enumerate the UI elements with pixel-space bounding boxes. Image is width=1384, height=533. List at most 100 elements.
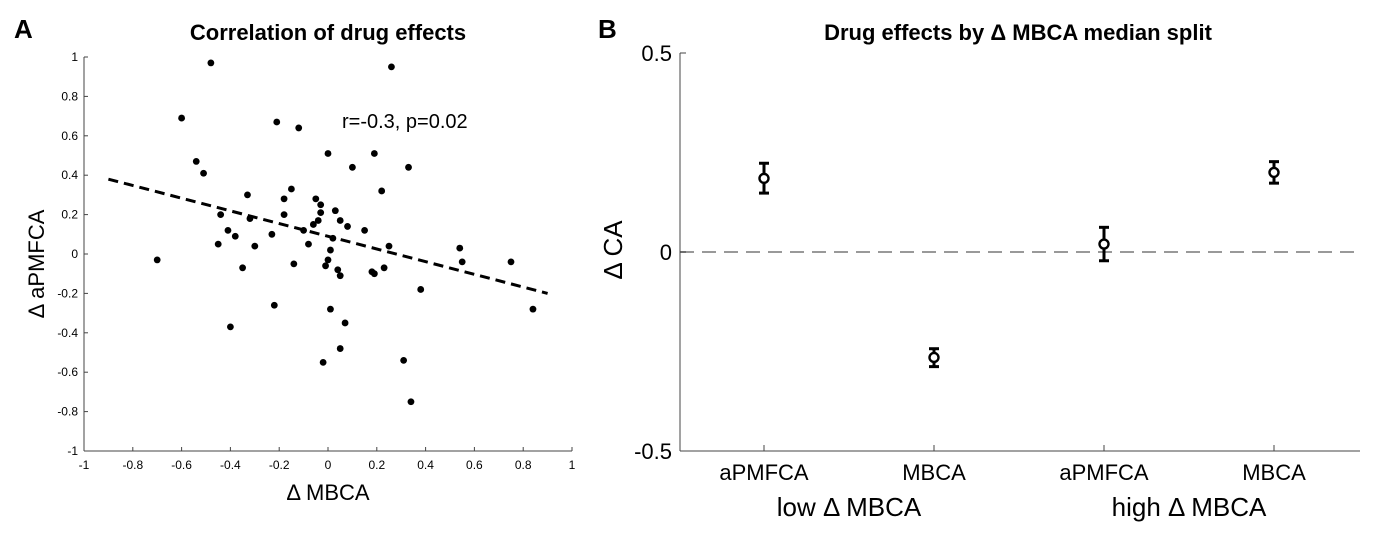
panel-b-ticks: -0.5 0 0.5	[634, 41, 1275, 464]
panel-a-data-point	[405, 163, 412, 171]
panel-a-data-point	[336, 345, 344, 352]
panel-a-data-point	[227, 323, 234, 331]
panel-a-data-point	[341, 319, 349, 327]
panel-a-data-point	[217, 211, 225, 219]
panel-a-data-point	[458, 258, 466, 266]
panel-a-data-point	[280, 211, 288, 219]
panel-a-axes	[83, 57, 572, 452]
panel-a-data-point	[290, 260, 298, 268]
panel-b-y-tick-label: 0	[660, 240, 672, 265]
panel-a-data-point	[246, 215, 254, 222]
panel-a-x-tick-label: 0.4	[417, 458, 434, 472]
panel-a-data-point	[270, 301, 278, 309]
panel-a-ticks: -1 -0.8 -0.6 -0.4 -0.2 0 0.2 0.4 0.6 0.8 1 -1 -0.8 -0…	[57, 50, 575, 472]
panel-b-points	[758, 160, 1280, 369]
panel-a-x-tick-label: 0.2	[368, 458, 385, 472]
panel-a-x-tick-label: 0	[325, 458, 332, 472]
panel-a-y-tick-label: 0.2	[61, 208, 78, 222]
panel-a-y-tick-label: -1	[67, 444, 78, 458]
panel-a-data-point	[380, 264, 388, 272]
panel-a-x-tick-label: -0.8	[122, 458, 143, 472]
panel-a-data-point	[400, 356, 408, 364]
panel-a-data-point	[370, 270, 378, 278]
panel-b-group-label: high Δ MBCA	[1112, 492, 1267, 522]
panel-b-category-label: MBCA	[902, 460, 966, 485]
panel-a-data-point	[300, 226, 307, 234]
panel-a-data-point	[349, 163, 356, 171]
panel-a-data-point	[331, 207, 339, 215]
panel-b-y-axis-label: Δ CA	[598, 220, 628, 280]
panel-a-y-tick-label: 0.6	[61, 129, 78, 143]
panel-a-data-point	[385, 242, 393, 250]
panel-b-title: Drug effects by Δ MBCA median split	[824, 20, 1212, 45]
panel-a-data-point	[295, 124, 303, 132]
panel-a-data-point	[309, 221, 317, 228]
panel-a-x-tick-label: 1	[569, 458, 576, 472]
panel-a-x-tick-label: -0.4	[220, 458, 241, 472]
panel-a-data-point	[327, 246, 334, 254]
panel-a-y-tick-label: -0.4	[57, 326, 78, 340]
panel-b-y-tick-label: 0.5	[641, 41, 672, 66]
panel-b-y-tick-label: -0.5	[634, 439, 672, 464]
panel-b-group-label: low Δ MBCA	[777, 492, 922, 522]
panel-a-data-point	[529, 305, 537, 313]
panel-a-data-point	[288, 185, 295, 193]
panel-a-correlation-annotation: r=-0.3, p=0.02	[342, 111, 468, 133]
panel-a-data-point	[251, 242, 259, 250]
panel-b-category-label: MBCA	[1242, 460, 1306, 485]
panel-a-data-point	[361, 226, 368, 234]
panel-b-category-label: aPMFCA	[1059, 460, 1149, 485]
panel-a-data-point	[317, 209, 325, 217]
panel-b-mean-marker	[1098, 238, 1110, 250]
panel-a-y-tick-label: 0.4	[61, 168, 78, 182]
panel-a: A Correlation of drug effects -1 -0.8 -0.6…	[14, 14, 576, 505]
panel-a-data-point	[239, 264, 247, 272]
panel-a-data-point	[370, 150, 378, 157]
panel-a-x-tick-label: -0.2	[269, 458, 290, 472]
panel-a-y-tick-label: -0.2	[57, 286, 78, 300]
panel-a-data-point	[417, 286, 425, 293]
panel-a-y-tick-label: 0	[71, 247, 78, 261]
panel-a-data-point	[324, 256, 332, 264]
panel-a-fit-line	[108, 177, 548, 295]
panel-a-data-point	[327, 305, 334, 313]
panel-a-data-point	[200, 169, 207, 177]
panel-b: B Drug effects by Δ MBCA median split -0…	[598, 14, 1360, 522]
panel-a-data-point	[231, 232, 239, 240]
panel-a-x-tick-label: 0.8	[515, 458, 532, 472]
panel-a-x-tick-label: 0.6	[466, 458, 483, 472]
panel-a-data-point	[334, 266, 342, 274]
panel-b-mean-marker	[928, 351, 940, 364]
panel-a-x-tick-label: -1	[79, 458, 90, 472]
panel-a-data-point	[317, 201, 325, 209]
panel-a-data-point	[324, 150, 332, 157]
panel-b-mean-marker	[758, 172, 770, 185]
panel-a-data-point	[207, 59, 215, 67]
panel-b-group-labels: low Δ MBCA high Δ MBCA	[777, 492, 1267, 522]
panel-a-data-point	[407, 398, 415, 406]
panel-a-y-tick-label: 1	[71, 50, 78, 64]
panel-a-points	[153, 59, 537, 406]
panel-a-data-point	[192, 158, 200, 165]
panel-a-data-point	[314, 217, 322, 224]
panel-a-data-point	[273, 118, 281, 126]
panel-a-y-tick-label: 0.8	[61, 89, 78, 103]
panel-a-data-point	[336, 272, 344, 280]
panel-a-data-point	[244, 191, 251, 199]
panel-a-data-point	[344, 223, 351, 230]
panel-a-data-point	[178, 114, 186, 122]
panel-a-data-point	[378, 187, 386, 195]
panel-letter-b: B	[598, 14, 617, 44]
panel-b-category-label: aPMFCA	[719, 460, 809, 485]
panel-a-y-axis-label: Δ aPMFCA	[24, 209, 49, 318]
panel-b-category-labels: aPMFCA MBCA aPMFCA MBCA	[719, 460, 1306, 485]
panel-a-data-point	[336, 217, 344, 224]
panel-a-data-point	[305, 240, 312, 248]
panel-a-data-point	[507, 258, 515, 266]
panel-a-title: Correlation of drug effects	[190, 20, 466, 45]
panel-a-x-axis-label: Δ MBCA	[286, 480, 369, 505]
panel-a-data-point	[268, 230, 276, 238]
panel-letter-a: A	[14, 14, 33, 44]
